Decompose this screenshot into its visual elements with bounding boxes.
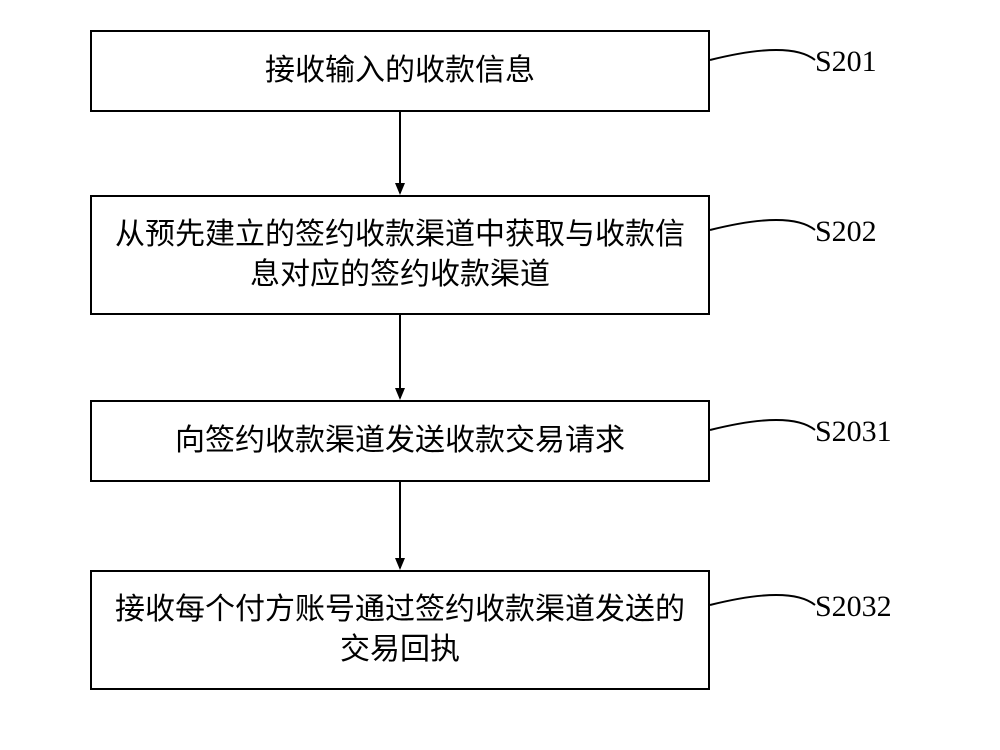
step-label-l2: S202	[815, 215, 877, 249]
flow-node-n4: 接收每个付方账号通过签约收款渠道发送的交易回执	[90, 570, 710, 690]
step-label-l3: S2031	[815, 415, 892, 449]
flow-node-text: 接收每个付方账号通过签约收款渠道发送的交易回执	[104, 590, 696, 671]
flow-node-text: 接收输入的收款信息	[265, 51, 535, 92]
flow-node-n3: 向签约收款渠道发送收款交易请求	[90, 400, 710, 482]
connector-n1-l1	[710, 50, 815, 60]
connector-n4-l4	[710, 595, 815, 605]
connector-n2-l2	[710, 220, 815, 230]
step-label-l1: S201	[815, 45, 877, 79]
flow-node-n1: 接收输入的收款信息	[90, 30, 710, 112]
flow-node-n2: 从预先建立的签约收款渠道中获取与收款信息对应的签约收款渠道	[90, 195, 710, 315]
flow-node-text: 向签约收款渠道发送收款交易请求	[175, 421, 625, 462]
step-label-l4: S2032	[815, 590, 892, 624]
flow-node-text: 从预先建立的签约收款渠道中获取与收款信息对应的签约收款渠道	[104, 215, 696, 296]
flowchart-canvas: 接收输入的收款信息从预先建立的签约收款渠道中获取与收款信息对应的签约收款渠道向签…	[0, 0, 1000, 750]
connector-n3-l3	[710, 420, 815, 430]
